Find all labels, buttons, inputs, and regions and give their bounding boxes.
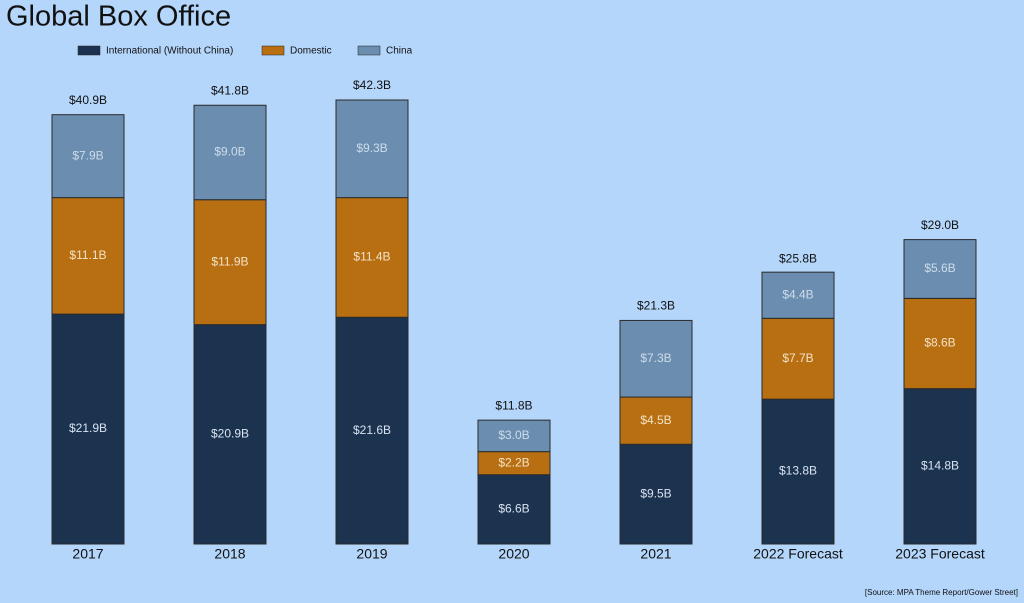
legend-swatch — [357, 45, 381, 56]
bar-segment — [903, 239, 977, 299]
x-tick-label: 2019 — [356, 546, 387, 562]
x-tick-label: 2020 — [498, 546, 529, 562]
x-tick-label: 2023 Forecast — [895, 546, 985, 562]
segment-label: $21.9B — [69, 421, 107, 435]
segment-label: $9.3B — [356, 141, 387, 155]
chart-title: Global Box Office — [6, 1, 231, 33]
bar-segment — [477, 419, 551, 453]
bar-segment — [51, 114, 125, 199]
bar-segment — [761, 271, 835, 319]
legend-label: Domestic — [290, 46, 332, 57]
x-tick-label: 2021 — [640, 546, 671, 562]
segment-label: $9.5B — [640, 486, 671, 500]
total-label: $25.8B — [779, 251, 817, 265]
segment-label: $14.8B — [921, 458, 959, 472]
total-label: $40.9B — [69, 93, 107, 107]
legend-swatch — [77, 45, 101, 56]
total-label: $41.8B — [211, 83, 249, 97]
bar-segment — [193, 104, 267, 201]
bar-segment — [51, 313, 125, 545]
bar-segment — [51, 197, 125, 315]
segment-label: $13.8B — [779, 464, 817, 478]
segment-label: $7.7B — [782, 351, 813, 365]
bar-segment — [477, 474, 551, 545]
segment-label: $20.9B — [211, 426, 249, 440]
x-tick-label: 2017 — [72, 546, 103, 562]
bar-segment — [335, 99, 409, 199]
legend-swatch — [261, 45, 285, 56]
segment-label: $11.1B — [69, 248, 106, 262]
segment-label: $11.4B — [353, 250, 390, 264]
segment-label: $5.6B — [924, 261, 955, 275]
bar-segment — [619, 396, 693, 445]
bar-segment — [903, 388, 977, 545]
bar-segment — [761, 398, 835, 545]
x-tick-label: 2018 — [214, 546, 245, 562]
x-tick-label: 2022 Forecast — [753, 546, 843, 562]
total-label: $21.3B — [637, 299, 675, 313]
segment-label: $4.4B — [782, 287, 813, 301]
bar-segment — [193, 324, 267, 545]
total-label: $11.8B — [495, 398, 532, 412]
segment-label: $6.6B — [498, 502, 529, 516]
segment-label: $2.2B — [498, 455, 529, 469]
segment-label: $9.0B — [214, 145, 245, 159]
total-label: $29.0B — [921, 218, 959, 232]
bar-segment — [619, 319, 693, 398]
segment-label: $3.0B — [498, 428, 529, 442]
bar-segment — [619, 443, 693, 545]
bar-segment — [761, 317, 835, 400]
segment-label: $8.6B — [924, 336, 955, 350]
bar-segment — [335, 197, 409, 318]
segment-label: $4.5B — [640, 413, 671, 427]
total-label: $42.3B — [353, 78, 391, 92]
segment-label: $11.9B — [211, 254, 248, 268]
segment-label: $21.6B — [353, 423, 391, 437]
segment-label: $7.3B — [640, 351, 671, 365]
source-note: [Source: MPA Theme Report/Gower Street] — [865, 588, 1018, 597]
bar-segment — [193, 199, 267, 326]
segment-label: $7.9B — [72, 148, 103, 162]
legend: International (Without China) Domestic Chi… — [77, 45, 413, 57]
legend-label: International (Without China) — [106, 46, 233, 57]
legend-label: China — [386, 46, 413, 57]
bar-segment — [903, 297, 977, 390]
